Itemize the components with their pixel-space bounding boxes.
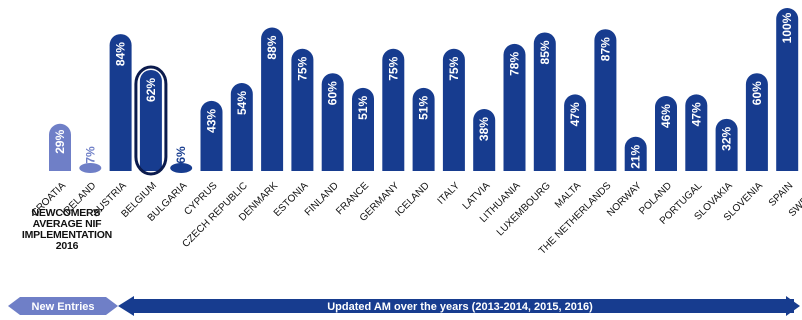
category-label-luxembourg: LUXEMBOURG [495,180,553,238]
data-label-lithuania: 78% [508,52,522,76]
data-label-norway: 21% [629,144,643,168]
data-label-the-netherlands: 87% [598,37,612,61]
updated-arrow-left-head [118,296,134,316]
data-label-latvia: 38% [477,117,491,141]
data-label-poland: 46% [659,104,673,128]
data-labels-layer: 29% 7% 84% 62% 6% 43% 54% 88% 75% 60% 51% 75% 51% 75%… [53,12,794,168]
data-label-finland: 60% [326,81,340,105]
bar-latvia [473,109,496,171]
bar-slovakia [715,118,738,171]
data-label-croatia: 29% [53,129,67,153]
data-label-bulgaria: 6% [174,146,188,164]
bar-cyprus [200,100,223,171]
bar-bulgaria [170,163,193,173]
updated-arrow-shaft [130,299,794,313]
bar-france [352,87,374,171]
data-label-slovakia: 32% [720,127,734,151]
bar-finland [321,73,344,171]
bar-ireland [79,163,102,173]
bar-denmark [261,27,284,172]
bar-estonia [291,48,314,172]
data-label-denmark: 88% [265,35,279,59]
data-label-austria: 84% [114,42,128,66]
bar-slovenia [745,73,768,171]
category-labels-layer: CROATIAIRELANDAUSTRIABELGIUMBULGARIACYPR… [29,180,802,257]
data-label-france: 51% [356,96,370,120]
highlight-outline-belgium [134,65,168,176]
legend-arrows: New Entries Updated AM over the years (20… [8,296,800,316]
bar-germany [382,48,405,172]
bar-malta [564,94,587,171]
updated-label: Updated AM over the years (2013-2014, 20… [327,301,593,313]
bar-poland [655,96,677,171]
bar-portugal [685,94,708,171]
data-label-spain: 100% [780,12,794,43]
newcomers-note: NEWCOMERS' AVERAGE NIF IMPLEMENTATION 20… [12,208,122,252]
data-label-germany: 75% [386,56,400,80]
data-label-slovenia: 60% [750,81,764,105]
bar-iceland [412,87,435,171]
data-label-ireland: 7% [83,146,97,164]
category-label-finland: FINLAND [303,180,341,218]
bar-croatia [49,123,71,171]
bar-norway [624,136,647,171]
newcomers-line-4: 2016 [55,240,79,252]
newcomers-line-1: NEWCOMERS' [31,207,103,219]
newcomers-line-3: IMPLEMENTATION [21,229,113,241]
bar-czech-republic [230,82,253,171]
bar-luxembourg [533,32,556,171]
updated-arrow-right-head [786,296,800,316]
data-label-belgium: 62% [144,78,158,102]
bar-spain [776,8,799,171]
data-label-portugal: 47% [689,102,703,126]
data-label-luxembourg: 85% [538,40,552,64]
category-label-italy: ITALY [436,180,463,207]
bar-lithuania [503,43,526,171]
data-label-malta: 47% [568,102,582,126]
newcomers-line-2: AVERAGE NIF [32,218,102,230]
new-entries-arrow [8,297,118,315]
bar-italy [442,48,465,172]
bar-austria [109,34,132,172]
bar-belgium [139,69,162,171]
new-entries-label: New Entries [32,301,95,313]
bar-the-netherlands [594,29,617,171]
data-label-czech-republic: 54% [235,91,249,115]
data-label-cyprus: 43% [205,109,219,133]
data-label-estonia: 75% [295,56,309,80]
bars-layer [49,8,799,176]
data-label-italy: 75% [447,56,461,80]
data-label-iceland: 51% [417,96,431,120]
category-label-spain: SPAIN [767,180,795,208]
